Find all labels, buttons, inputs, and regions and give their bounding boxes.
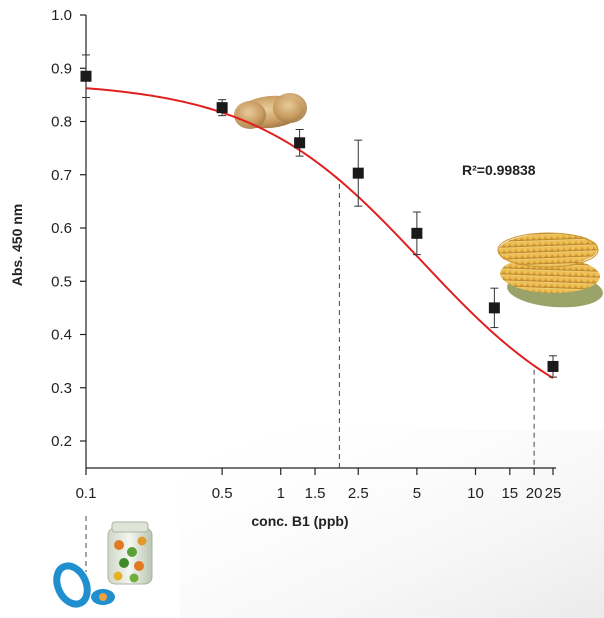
x-tick-label: 10 <box>467 485 484 502</box>
background-texture <box>180 430 604 618</box>
data-point <box>411 227 423 239</box>
peanut-image <box>234 93 307 129</box>
x-tick-label: 15 <box>501 485 518 502</box>
x-ticks: 0.1 0.5 1 1.5 2.5 5 10 15 20 25 <box>76 468 562 502</box>
blue-pacifier-image <box>53 562 115 608</box>
x-tick-label: 2.5 <box>348 485 369 502</box>
x-tick-label: 1.5 <box>305 485 326 502</box>
reference-lines <box>85 184 535 572</box>
y-tick-label: 0.6 <box>51 220 72 237</box>
data-points <box>80 70 559 372</box>
x-tick-label: 1 <box>277 485 285 502</box>
y-axis-title: Abs. 450 nm <box>9 204 25 286</box>
jar-of-beans-image <box>107 521 153 585</box>
y-tick-label: 0.3 <box>51 380 72 397</box>
x-axis-title: conc. B1 (ppb) <box>251 513 348 529</box>
data-point <box>547 360 559 372</box>
data-point <box>80 70 92 82</box>
data-point <box>352 167 364 179</box>
r-squared-annotation: R²=0.99838 <box>462 162 536 178</box>
error-bars <box>82 54 557 378</box>
data-point <box>216 102 228 114</box>
x-tick-label: 20 <box>526 485 543 502</box>
x-tick-label: 5 <box>413 485 421 502</box>
data-point <box>488 302 500 314</box>
corn-cobs-image <box>497 232 603 308</box>
x-tick-label: 0.1 <box>76 485 97 502</box>
x-tick-label: 25 <box>545 485 562 502</box>
y-tick-label: 0.8 <box>51 114 72 131</box>
y-tick-label: 0.7 <box>51 167 72 184</box>
data-point <box>294 137 306 149</box>
y-tick-label: 0.2 <box>51 433 72 450</box>
y-tick-label: 0.9 <box>51 60 72 77</box>
y-tick-label: 1.0 <box>51 7 72 24</box>
y-ticks: 0.2 0.3 0.4 0.5 0.6 0.7 0.8 0.9 1.0 <box>51 7 86 450</box>
y-tick-label: 0.4 <box>51 327 72 344</box>
y-tick-label: 0.5 <box>51 273 72 290</box>
x-tick-label: 0.5 <box>212 485 233 502</box>
fit-curve <box>85 87 554 379</box>
